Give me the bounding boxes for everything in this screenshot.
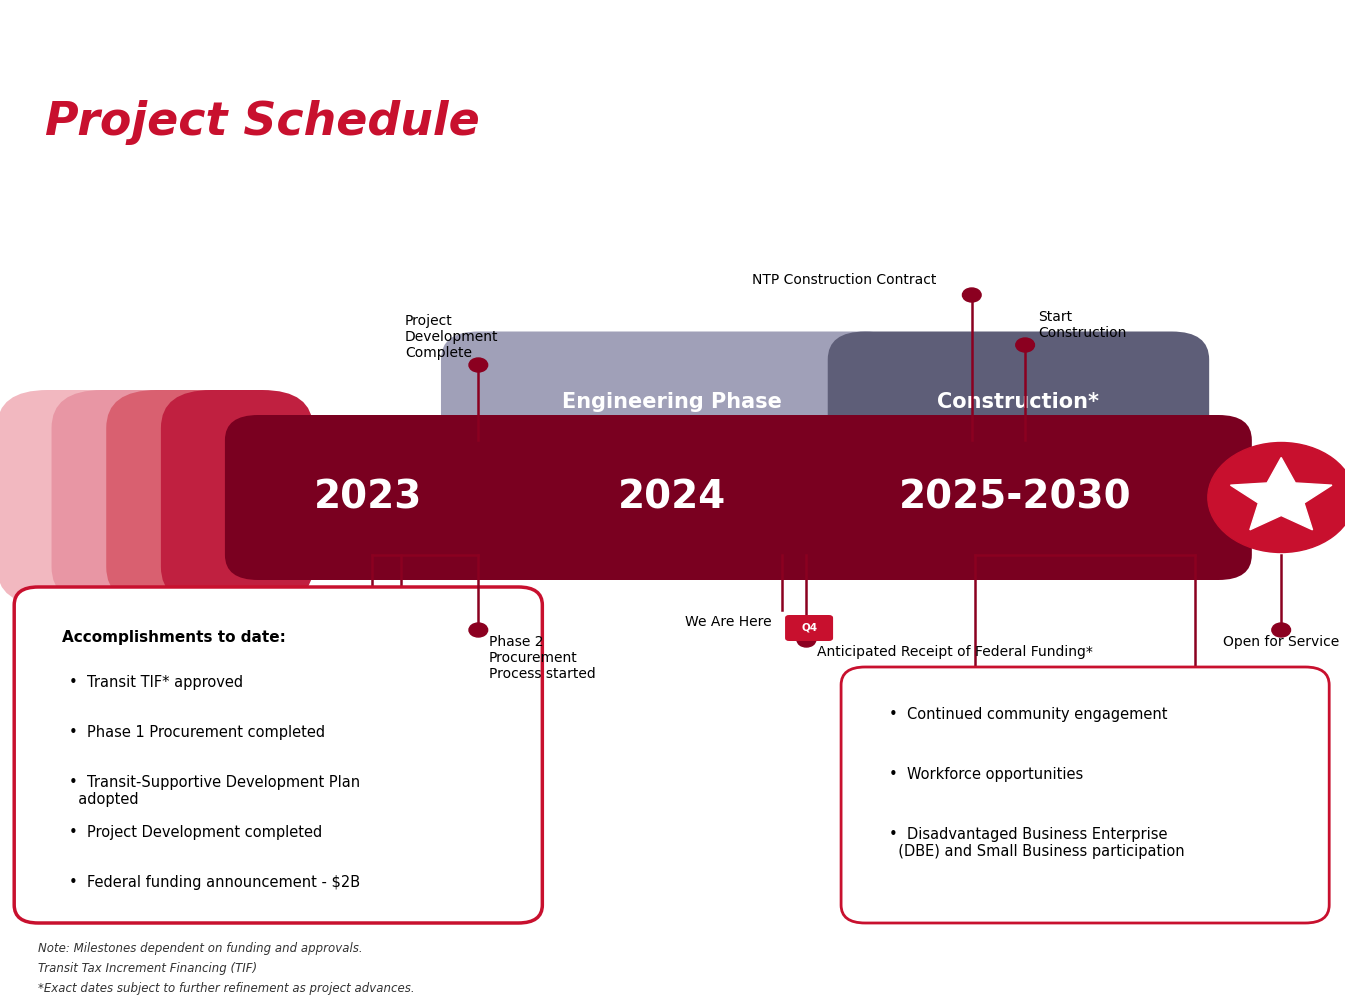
Text: Open for Service: Open for Service bbox=[1223, 635, 1339, 649]
Text: NTP Construction Contract: NTP Construction Contract bbox=[752, 273, 936, 287]
Circle shape bbox=[1016, 338, 1035, 352]
Text: Engineering Phase: Engineering Phase bbox=[561, 392, 782, 412]
Circle shape bbox=[797, 633, 816, 647]
Text: Project
Development
Complete: Project Development Complete bbox=[405, 314, 498, 360]
FancyBboxPatch shape bbox=[14, 587, 543, 923]
Circle shape bbox=[962, 288, 981, 302]
Text: Transit Tax Increment Financing (TIF): Transit Tax Increment Financing (TIF) bbox=[38, 962, 257, 975]
Circle shape bbox=[469, 358, 487, 372]
FancyBboxPatch shape bbox=[842, 667, 1329, 923]
Polygon shape bbox=[1230, 457, 1331, 530]
Text: Q4: Q4 bbox=[801, 623, 817, 633]
Circle shape bbox=[1208, 442, 1353, 552]
FancyBboxPatch shape bbox=[441, 331, 902, 473]
Text: •  Transit TIF* approved: • Transit TIF* approved bbox=[69, 675, 244, 690]
Text: Phase 2
Procurement
Process started: Phase 2 Procurement Process started bbox=[488, 635, 595, 681]
FancyBboxPatch shape bbox=[785, 615, 833, 641]
FancyBboxPatch shape bbox=[51, 390, 203, 605]
FancyBboxPatch shape bbox=[828, 331, 1210, 473]
Text: Note: Milestones dependent on funding and approvals.: Note: Milestones dependent on funding an… bbox=[38, 942, 363, 955]
FancyBboxPatch shape bbox=[0, 390, 149, 605]
FancyBboxPatch shape bbox=[107, 390, 258, 605]
Text: •  Transit-Supportive Development Plan
  adopted: • Transit-Supportive Development Plan ad… bbox=[69, 775, 360, 807]
Text: Start
Construction: Start Construction bbox=[1039, 310, 1127, 340]
Text: •  Federal funding announcement - $2B: • Federal funding announcement - $2B bbox=[69, 875, 360, 890]
Text: Accomplishments to date:: Accomplishments to date: bbox=[62, 630, 285, 645]
FancyBboxPatch shape bbox=[225, 415, 1252, 580]
Text: Project Schedule: Project Schedule bbox=[45, 100, 479, 145]
Text: Construction*: Construction* bbox=[938, 392, 1100, 412]
Text: •  Project Development completed: • Project Development completed bbox=[69, 825, 322, 840]
Text: We Are Here: We Are Here bbox=[685, 615, 771, 629]
Text: 2023: 2023 bbox=[314, 479, 422, 516]
Text: •  Workforce opportunities: • Workforce opportunities bbox=[889, 767, 1084, 782]
Text: •  Disadvantaged Business Enterprise
  (DBE) and Small Business participation: • Disadvantaged Business Enterprise (DBE… bbox=[889, 827, 1185, 859]
Text: 2025-2030: 2025-2030 bbox=[898, 479, 1131, 516]
FancyBboxPatch shape bbox=[161, 390, 313, 605]
Text: •  Continued community engagement: • Continued community engagement bbox=[889, 707, 1168, 722]
Text: 2024: 2024 bbox=[617, 479, 725, 516]
Text: *Exact dates subject to further refinement as project advances.: *Exact dates subject to further refineme… bbox=[38, 982, 415, 995]
Circle shape bbox=[1272, 623, 1291, 637]
Circle shape bbox=[469, 623, 487, 637]
Text: Anticipated Receipt of Federal Funding*: Anticipated Receipt of Federal Funding* bbox=[817, 645, 1093, 659]
Text: •  Phase 1 Procurement completed: • Phase 1 Procurement completed bbox=[69, 725, 325, 740]
